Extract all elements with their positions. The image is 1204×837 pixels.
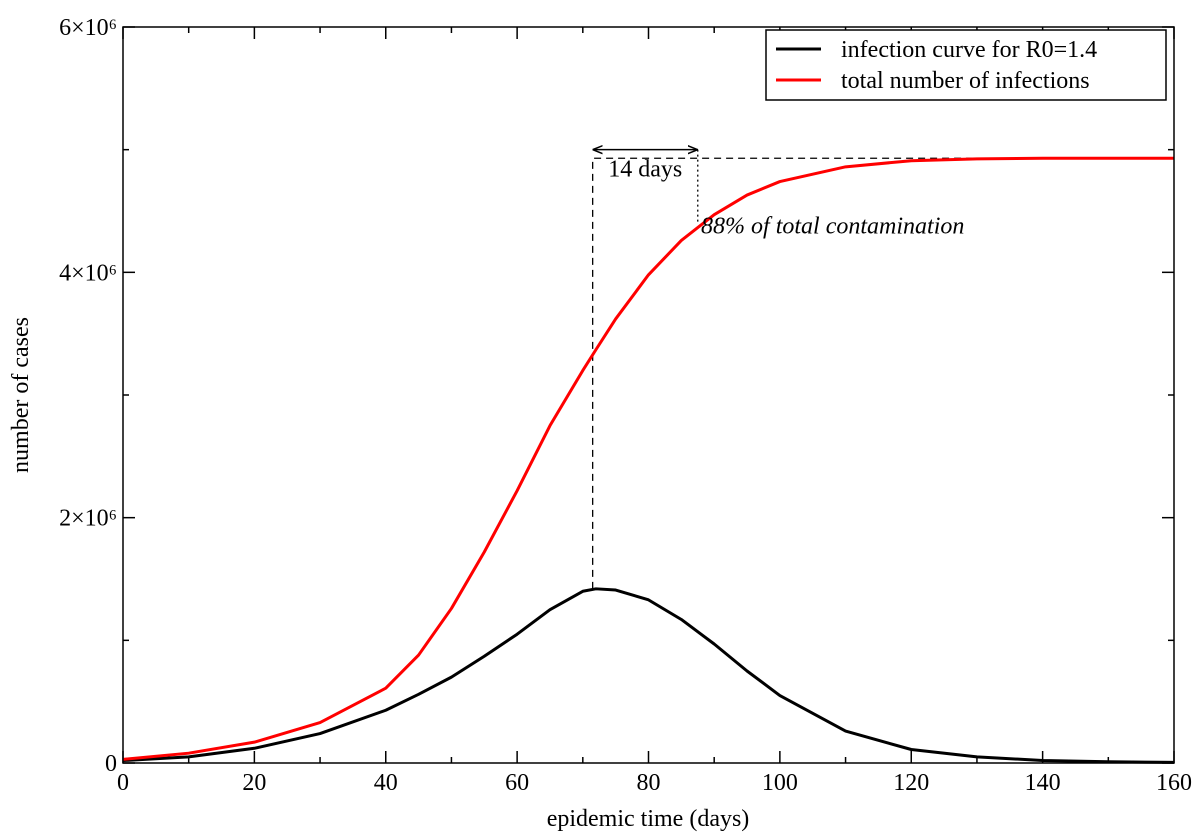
x-tick-label: 120 (893, 770, 929, 796)
x-tick-label: 80 (637, 770, 661, 796)
annotation-text: 88% of total contamination (701, 214, 964, 240)
legend-label: infection curve for R0=1.4 (841, 37, 1097, 63)
x-axis-label: epidemic time (days) (547, 806, 750, 832)
y-tick-label: 2×10⁶ (59, 506, 117, 532)
y-axis-label: number of cases (8, 317, 34, 473)
plot-frame (122, 26, 1175, 764)
x-tick-label: 160 (1156, 770, 1192, 796)
legend: infection curve for R0=1.4 total number o… (765, 29, 1167, 101)
data-line (122, 587, 1175, 764)
x-tick-label: 0 (117, 770, 129, 796)
x-tick-label: 40 (374, 770, 398, 796)
y-tick-label: 6×10⁶ (59, 15, 117, 41)
x-tick-label: 100 (762, 770, 798, 796)
x-tick-label: 20 (242, 770, 266, 796)
legend-box (765, 29, 1167, 101)
y-tick-label: 4×10⁶ (59, 260, 117, 286)
data-line (122, 156, 1174, 761)
x-tick-label: 140 (1025, 770, 1061, 796)
x-tick-label: 60 (505, 770, 529, 796)
annotation-text: 14 days (608, 157, 682, 183)
y-tick-label: 0 (105, 751, 117, 777)
legend-label: total number of infections (841, 68, 1090, 94)
